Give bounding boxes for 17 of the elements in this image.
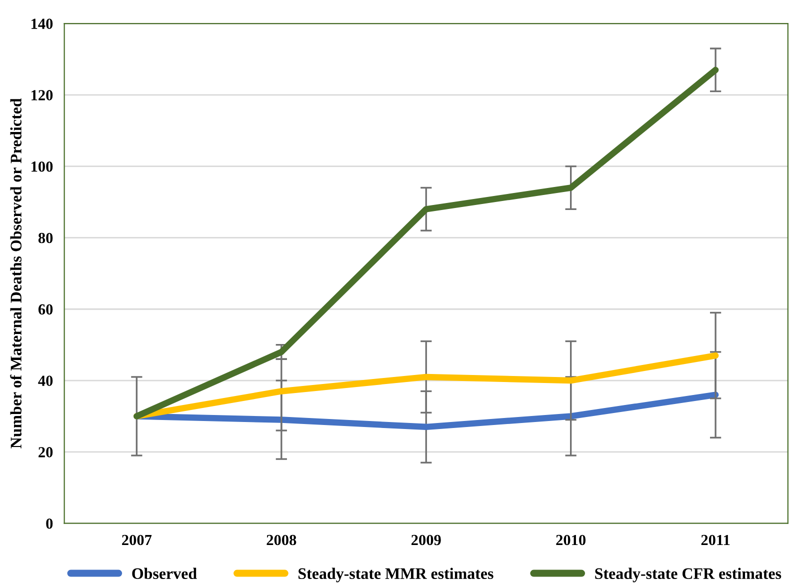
y-tick-label: 40 bbox=[38, 376, 53, 386]
y-tick-label: 120 bbox=[32, 90, 53, 100]
legend-label: Steady-state MMR estimates bbox=[298, 568, 494, 582]
y-axis-title: Number of Maternal Deaths Observed or Predicted bbox=[10, 98, 22, 448]
x-tick-label: 2007 bbox=[122, 534, 152, 546]
legend-label: Observed bbox=[132, 568, 197, 580]
x-tick-label: 2008 bbox=[266, 534, 296, 546]
x-tick-label: 2009 bbox=[411, 534, 441, 546]
y-tick-label: 20 bbox=[38, 447, 53, 458]
legend-label: Steady-state CFR estimates bbox=[595, 568, 782, 582]
y-tick-label: 60 bbox=[38, 304, 53, 315]
y-tick-label: 100 bbox=[32, 161, 53, 172]
x-tick-label: 2011 bbox=[701, 534, 730, 546]
y-tick-label: 0 bbox=[46, 518, 53, 529]
x-tick-label: 2010 bbox=[556, 534, 586, 546]
y-tick-label: 80 bbox=[38, 232, 53, 244]
y-tick-label: 140 bbox=[32, 18, 53, 29]
